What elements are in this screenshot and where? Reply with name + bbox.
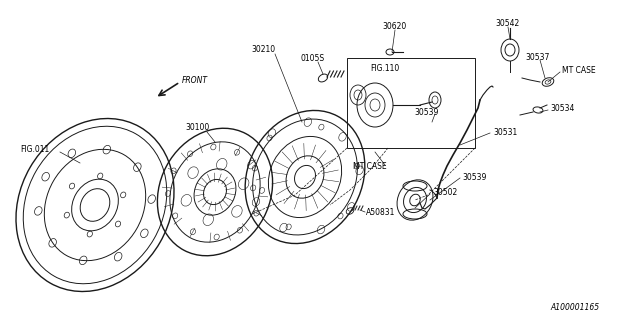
Text: MT CASE: MT CASE <box>353 162 387 171</box>
Text: 30100: 30100 <box>186 123 210 132</box>
Text: 30539: 30539 <box>415 108 439 116</box>
Text: 30620: 30620 <box>383 21 407 30</box>
Text: FIG.110: FIG.110 <box>370 63 399 73</box>
Bar <box>347 58 475 148</box>
Text: 30531: 30531 <box>493 127 517 137</box>
Text: A100001165: A100001165 <box>551 303 600 313</box>
Text: MT CASE: MT CASE <box>562 66 596 75</box>
Text: FIG.011: FIG.011 <box>20 145 49 154</box>
Text: 30534: 30534 <box>550 103 574 113</box>
Text: A50831: A50831 <box>366 207 396 217</box>
Text: 0105S: 0105S <box>301 53 325 62</box>
Text: 30502: 30502 <box>433 188 457 196</box>
Text: 30210: 30210 <box>251 44 275 53</box>
Text: 30537: 30537 <box>526 52 550 61</box>
Text: 30542: 30542 <box>496 19 520 28</box>
Text: 30539: 30539 <box>462 172 486 181</box>
Text: FRONT: FRONT <box>182 76 208 84</box>
